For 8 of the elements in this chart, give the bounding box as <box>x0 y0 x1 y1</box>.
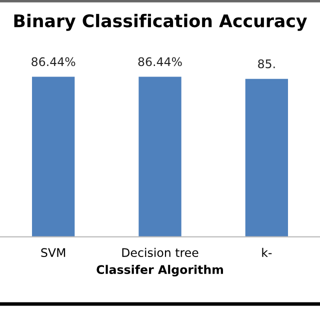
data-label: 86.44% <box>138 57 182 66</box>
x-tick-label: k- <box>262 248 272 257</box>
chart-title: Binary Classification Accuracy <box>14 14 307 31</box>
data-label: 86.44% <box>32 57 76 66</box>
data-label: 85. <box>258 59 275 68</box>
x-tick-label: Decision tree <box>122 248 198 258</box>
x-axis-title: Classifer Algorithm <box>96 264 223 276</box>
x-tick-label: SVM <box>41 248 66 258</box>
